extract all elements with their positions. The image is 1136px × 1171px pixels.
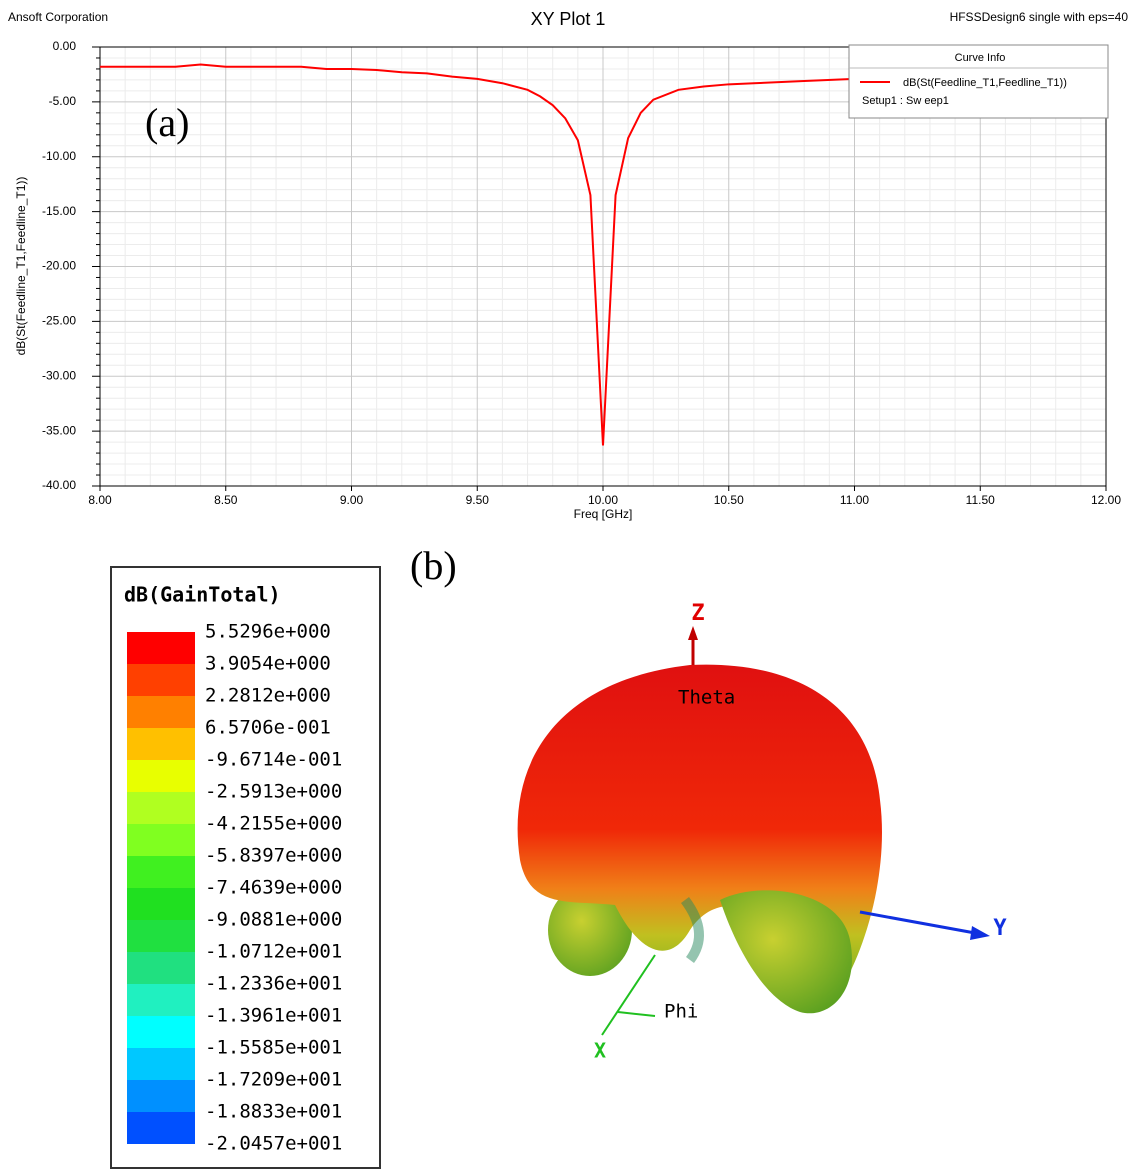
colorbar-label: -7.4639e+000 bbox=[205, 877, 342, 899]
data-line bbox=[100, 63, 1107, 446]
lobe-shadow bbox=[680, 897, 705, 963]
colorbar-label: 5.5296e+000 bbox=[205, 621, 331, 643]
colorbar-label: -1.3961e+001 bbox=[205, 1005, 342, 1027]
colorbar-swatch bbox=[127, 856, 195, 888]
colorbar-label: -9.0881e+000 bbox=[205, 909, 342, 931]
colorbar-label: -5.8397e+000 bbox=[205, 845, 342, 867]
y-arrow bbox=[970, 926, 990, 940]
y-axis-3d bbox=[859, 910, 976, 935]
colorbar-label: 6.5706e-001 bbox=[205, 717, 331, 739]
colorbar-swatch bbox=[127, 664, 195, 696]
x-axis-title: Freq [GHz] bbox=[574, 507, 633, 521]
colorbar-label: -1.8833e+001 bbox=[205, 1101, 342, 1123]
x-tick-label: 9.50 bbox=[466, 493, 490, 507]
colorbar-swatch bbox=[127, 952, 195, 984]
y-tick-label: -20.00 bbox=[42, 259, 76, 273]
y-tick-label: -25.00 bbox=[42, 314, 76, 328]
x-tick-label: 9.00 bbox=[340, 493, 364, 507]
header-left: Ansoft Corporation bbox=[8, 10, 108, 24]
y-tick-label: -30.00 bbox=[42, 368, 76, 382]
annotation-b: (b) bbox=[410, 543, 457, 588]
y-tick-label: -35.00 bbox=[42, 423, 76, 437]
y-axis-title: dB(St(Feedline_T1,Feedline_T1)) bbox=[14, 177, 28, 356]
colorbar-label: -2.0457e+001 bbox=[205, 1133, 342, 1155]
x-tick-label: 11.00 bbox=[840, 493, 869, 507]
colorbar-swatch bbox=[127, 920, 195, 952]
y-label-3d: Y bbox=[993, 916, 1007, 941]
legend-box bbox=[848, 44, 1109, 119]
colorbar: dB(GainTotal) 5.5296e+000 3.9054e+000 2.28… bbox=[110, 566, 381, 1169]
colorbar-swatch bbox=[127, 1016, 195, 1048]
legend-title: Curve Info bbox=[955, 52, 1006, 64]
colorbar-label: -4.2155e+000 bbox=[205, 813, 342, 835]
colorbar-label: 3.9054e+000 bbox=[205, 653, 331, 675]
theta-label: Theta bbox=[678, 687, 735, 709]
colorbar-swatch bbox=[127, 696, 195, 728]
colorbar-label: -1.7209e+001 bbox=[205, 1069, 342, 1091]
radiation-pattern: Z Y X Theta Phi bbox=[517, 601, 1007, 1063]
x-tick-label: 10.00 bbox=[588, 493, 618, 507]
legend: Curve Info dB(St(Feedline_T1,Feedline_T1… bbox=[848, 44, 1109, 119]
annotation-a: (a) bbox=[145, 100, 189, 145]
colorbar-swatch bbox=[127, 984, 195, 1016]
legend-subtitle: Setup1 : Sw eep1 bbox=[862, 95, 949, 107]
colorbar-label: -2.5913e+000 bbox=[205, 781, 342, 803]
x-tick-label: 10.50 bbox=[714, 493, 744, 507]
colorbar-title: dB(GainTotal) bbox=[124, 583, 281, 607]
x-tick-label: 11.50 bbox=[966, 493, 995, 507]
header-right: HFSSDesign6 single with eps=40 bbox=[950, 10, 1129, 24]
phi-label: Phi bbox=[664, 1001, 698, 1023]
y-tick-label: -10.00 bbox=[42, 149, 76, 163]
x-axis-3d bbox=[601, 954, 656, 1036]
colorbar-label: -1.5585e+001 bbox=[205, 1037, 342, 1059]
colorbar-swatch bbox=[127, 1080, 195, 1112]
colorbar-label: -1.2336e+001 bbox=[205, 973, 342, 995]
chart-title: XY Plot 1 bbox=[531, 9, 606, 29]
plot-frame bbox=[99, 46, 1107, 487]
side-lobe bbox=[548, 884, 632, 976]
colorbar-swatch bbox=[127, 632, 195, 664]
colorbar-label: 2.2812e+000 bbox=[205, 685, 331, 707]
z-label: Z bbox=[691, 601, 704, 626]
y-tick-label: -40.00 bbox=[42, 478, 76, 492]
x-tick-label: 12.00 bbox=[1091, 493, 1121, 507]
x-tick-label: 8.00 bbox=[88, 493, 112, 507]
colorbar-swatch bbox=[127, 760, 195, 792]
y-tick-label: 0.00 bbox=[53, 39, 77, 53]
colorbar-swatch bbox=[127, 792, 195, 824]
x-label-3d: X bbox=[594, 1039, 606, 1063]
colorbar-label: -9.6714e-001 bbox=[205, 749, 342, 771]
colorbar-swatch bbox=[127, 888, 195, 920]
phi-arrow bbox=[617, 1011, 656, 1017]
lower-lobe bbox=[720, 890, 852, 1014]
colorbar-swatch bbox=[127, 1112, 195, 1144]
z-arrow bbox=[688, 626, 698, 640]
colorbar-swatch bbox=[127, 1048, 195, 1080]
colorbar-label: -1.0712e+001 bbox=[205, 941, 342, 963]
y-tick-label: -5.00 bbox=[49, 94, 77, 108]
y-tick-label: -15.00 bbox=[42, 204, 76, 218]
colorbar-swatch bbox=[127, 728, 195, 760]
legend-entry: dB(St(Feedline_T1,Feedline_T1)) bbox=[903, 77, 1067, 89]
x-tick-label: 8.50 bbox=[214, 493, 238, 507]
colorbar-swatch bbox=[127, 824, 195, 856]
